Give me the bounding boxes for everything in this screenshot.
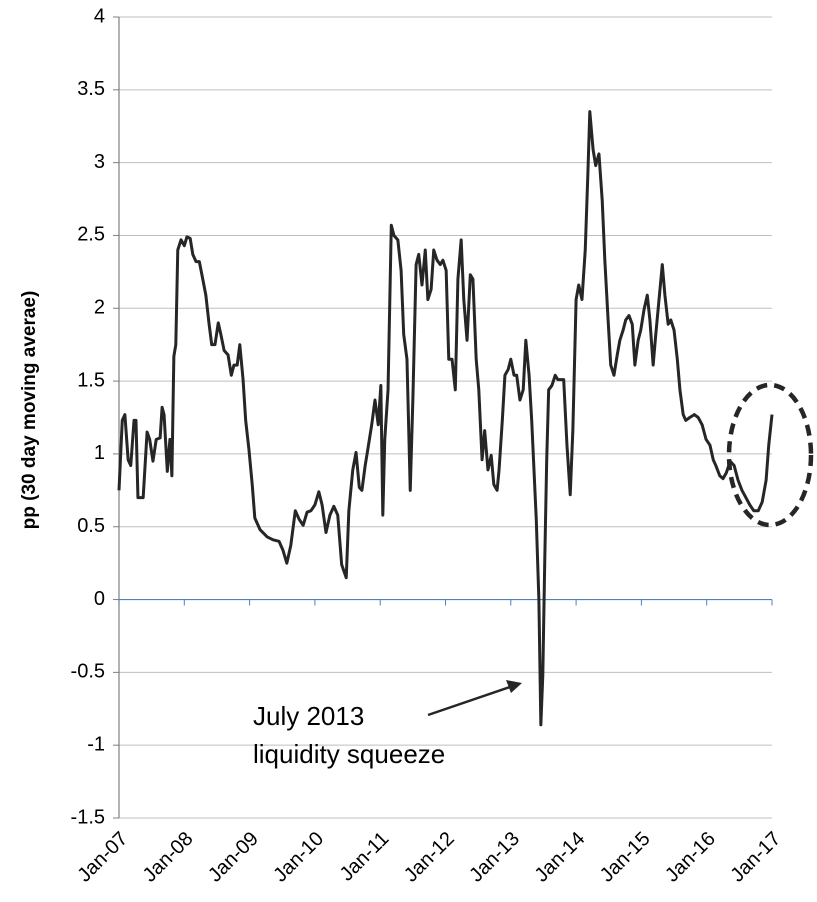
x-tick-label: Jan-08	[139, 828, 198, 887]
y-tick-label: 0.5	[77, 515, 105, 537]
annotation-text: July 2013	[253, 701, 364, 731]
x-tick-label: Jan-13	[465, 828, 524, 887]
x-tick-label: Jan-07	[73, 828, 132, 887]
x-tick-label: Jan-14	[531, 828, 590, 887]
highlight-ellipse	[726, 382, 814, 528]
annotation-text: liquidity squeeze	[253, 739, 445, 769]
y-tick-label: 1	[94, 442, 105, 464]
x-tick-label: Jan-11	[336, 828, 394, 886]
annotation-arrowhead	[506, 680, 522, 693]
y-tick-label: -0.5	[71, 661, 105, 683]
y-tick-label: 3.5	[77, 78, 105, 100]
y-tick-label: -1.5	[71, 806, 105, 828]
annotation-arrow	[427, 685, 511, 717]
y-tick-label: 2.5	[77, 224, 105, 246]
y-tick-label: 3	[94, 151, 105, 173]
y-tick-label: 1.5	[77, 369, 105, 391]
x-tick-label: Jan-16	[661, 828, 720, 887]
x-tick-label: Jan-09	[204, 828, 263, 887]
y-axis-label: pp (30 day moving averae)	[19, 291, 40, 530]
x-tick-label: Jan-10	[269, 828, 328, 887]
x-tick-label: Jan-17	[726, 828, 785, 887]
y-tick-label: -1	[87, 733, 105, 755]
y-tick-label: 0	[94, 588, 105, 610]
data-line	[117, 110, 774, 727]
x-tick-label: Jan-12	[400, 828, 459, 887]
y-tick-label: 2	[94, 297, 105, 319]
x-tick-label: Jan-15	[596, 828, 655, 887]
y-tick-label: 4	[94, 5, 105, 27]
